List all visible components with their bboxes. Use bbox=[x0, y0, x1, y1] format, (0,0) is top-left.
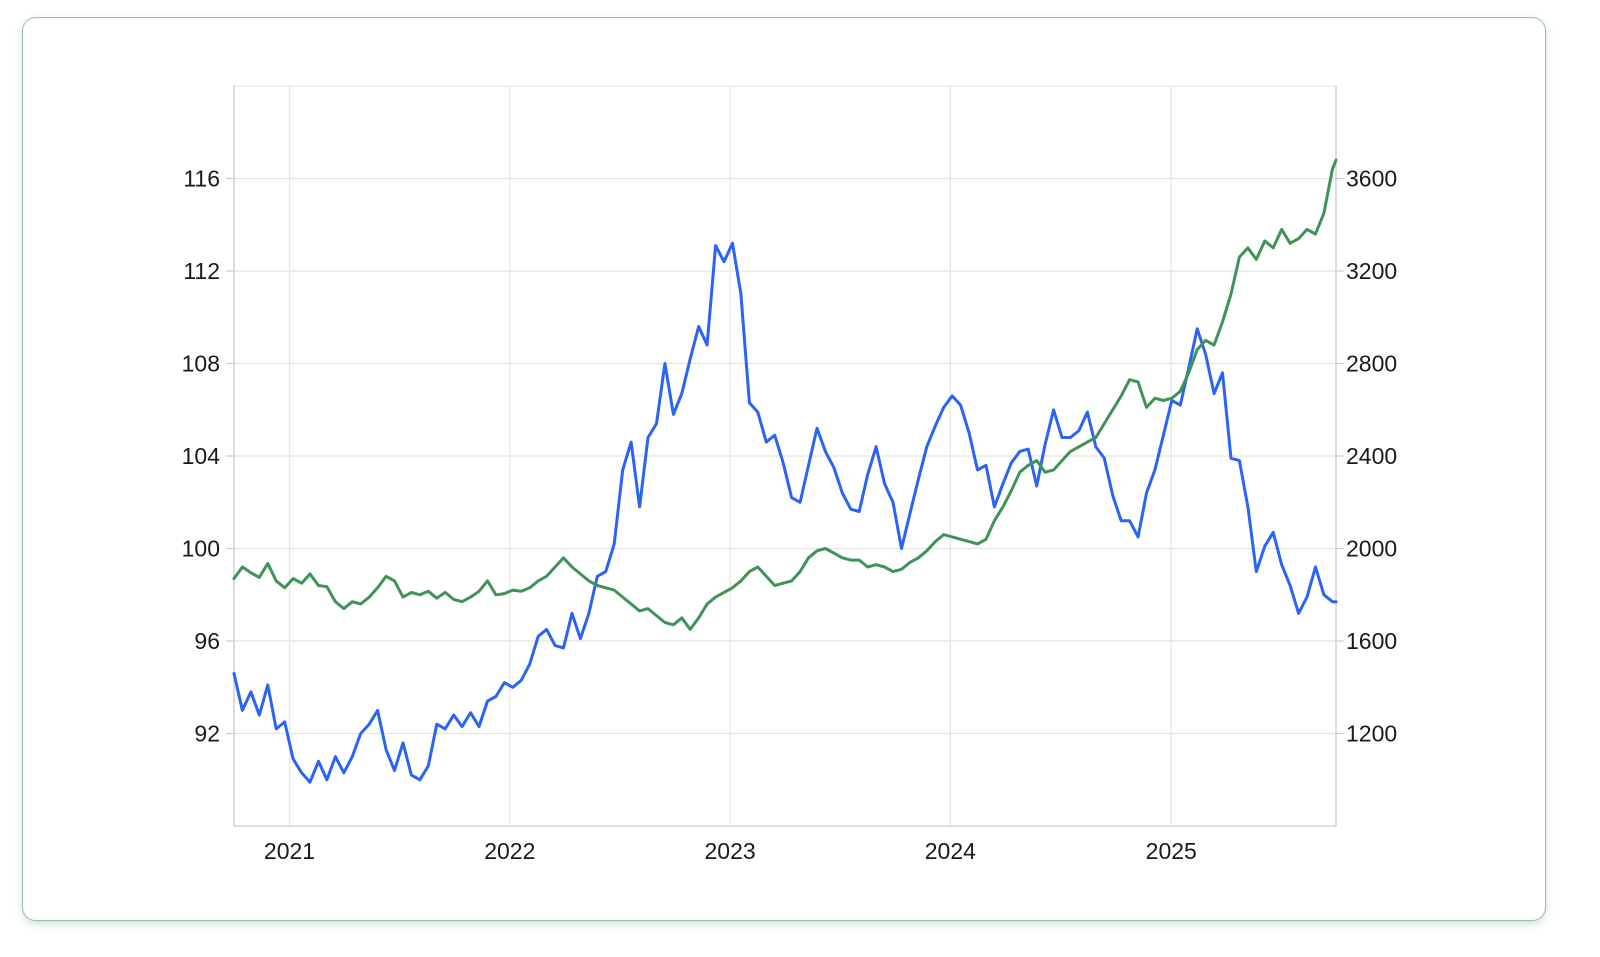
x-axis-labels: 2021 2022 2023 2024 2025 bbox=[264, 838, 1197, 864]
x-tick-label: 2021 bbox=[264, 838, 315, 864]
y-tick-label-right: 3600 bbox=[1346, 166, 1397, 192]
x-tick-label: 2025 bbox=[1146, 838, 1197, 864]
y-axis-right-labels: 1200 1600 2000 2400 2800 3200 3600 bbox=[1346, 166, 1397, 747]
series-line-left-axis bbox=[232, 241, 1338, 784]
y-tick-label-right: 2400 bbox=[1346, 443, 1397, 469]
y-tick-label-left: 112 bbox=[183, 258, 220, 284]
y-tick-label-left: 116 bbox=[183, 166, 220, 192]
x-tick-label: 2024 bbox=[925, 838, 976, 864]
y-tick-label-left: 96 bbox=[194, 628, 220, 654]
y-tick-label-right: 2000 bbox=[1346, 536, 1397, 562]
x-tick-label: 2023 bbox=[704, 838, 755, 864]
series-line-right-axis bbox=[232, 158, 1338, 631]
y-tick-label-left: 100 bbox=[182, 536, 220, 562]
y-tick-label-left: 108 bbox=[182, 351, 220, 377]
y-axis-left-labels: 92 96 100 104 108 112 116 bbox=[182, 166, 221, 747]
grid-lines bbox=[234, 85, 1336, 826]
axes bbox=[226, 86, 1344, 827]
y-tick-label-right: 3200 bbox=[1346, 258, 1397, 284]
y-tick-label-right: 2800 bbox=[1346, 351, 1397, 377]
series-lines bbox=[232, 158, 1338, 784]
y-tick-label-right: 1200 bbox=[1346, 721, 1397, 747]
y-tick-label-left: 104 bbox=[182, 443, 221, 469]
x-tick-label: 2022 bbox=[484, 838, 535, 864]
y-tick-label-left: 92 bbox=[194, 721, 220, 747]
y-tick-label-right: 1600 bbox=[1346, 628, 1397, 654]
